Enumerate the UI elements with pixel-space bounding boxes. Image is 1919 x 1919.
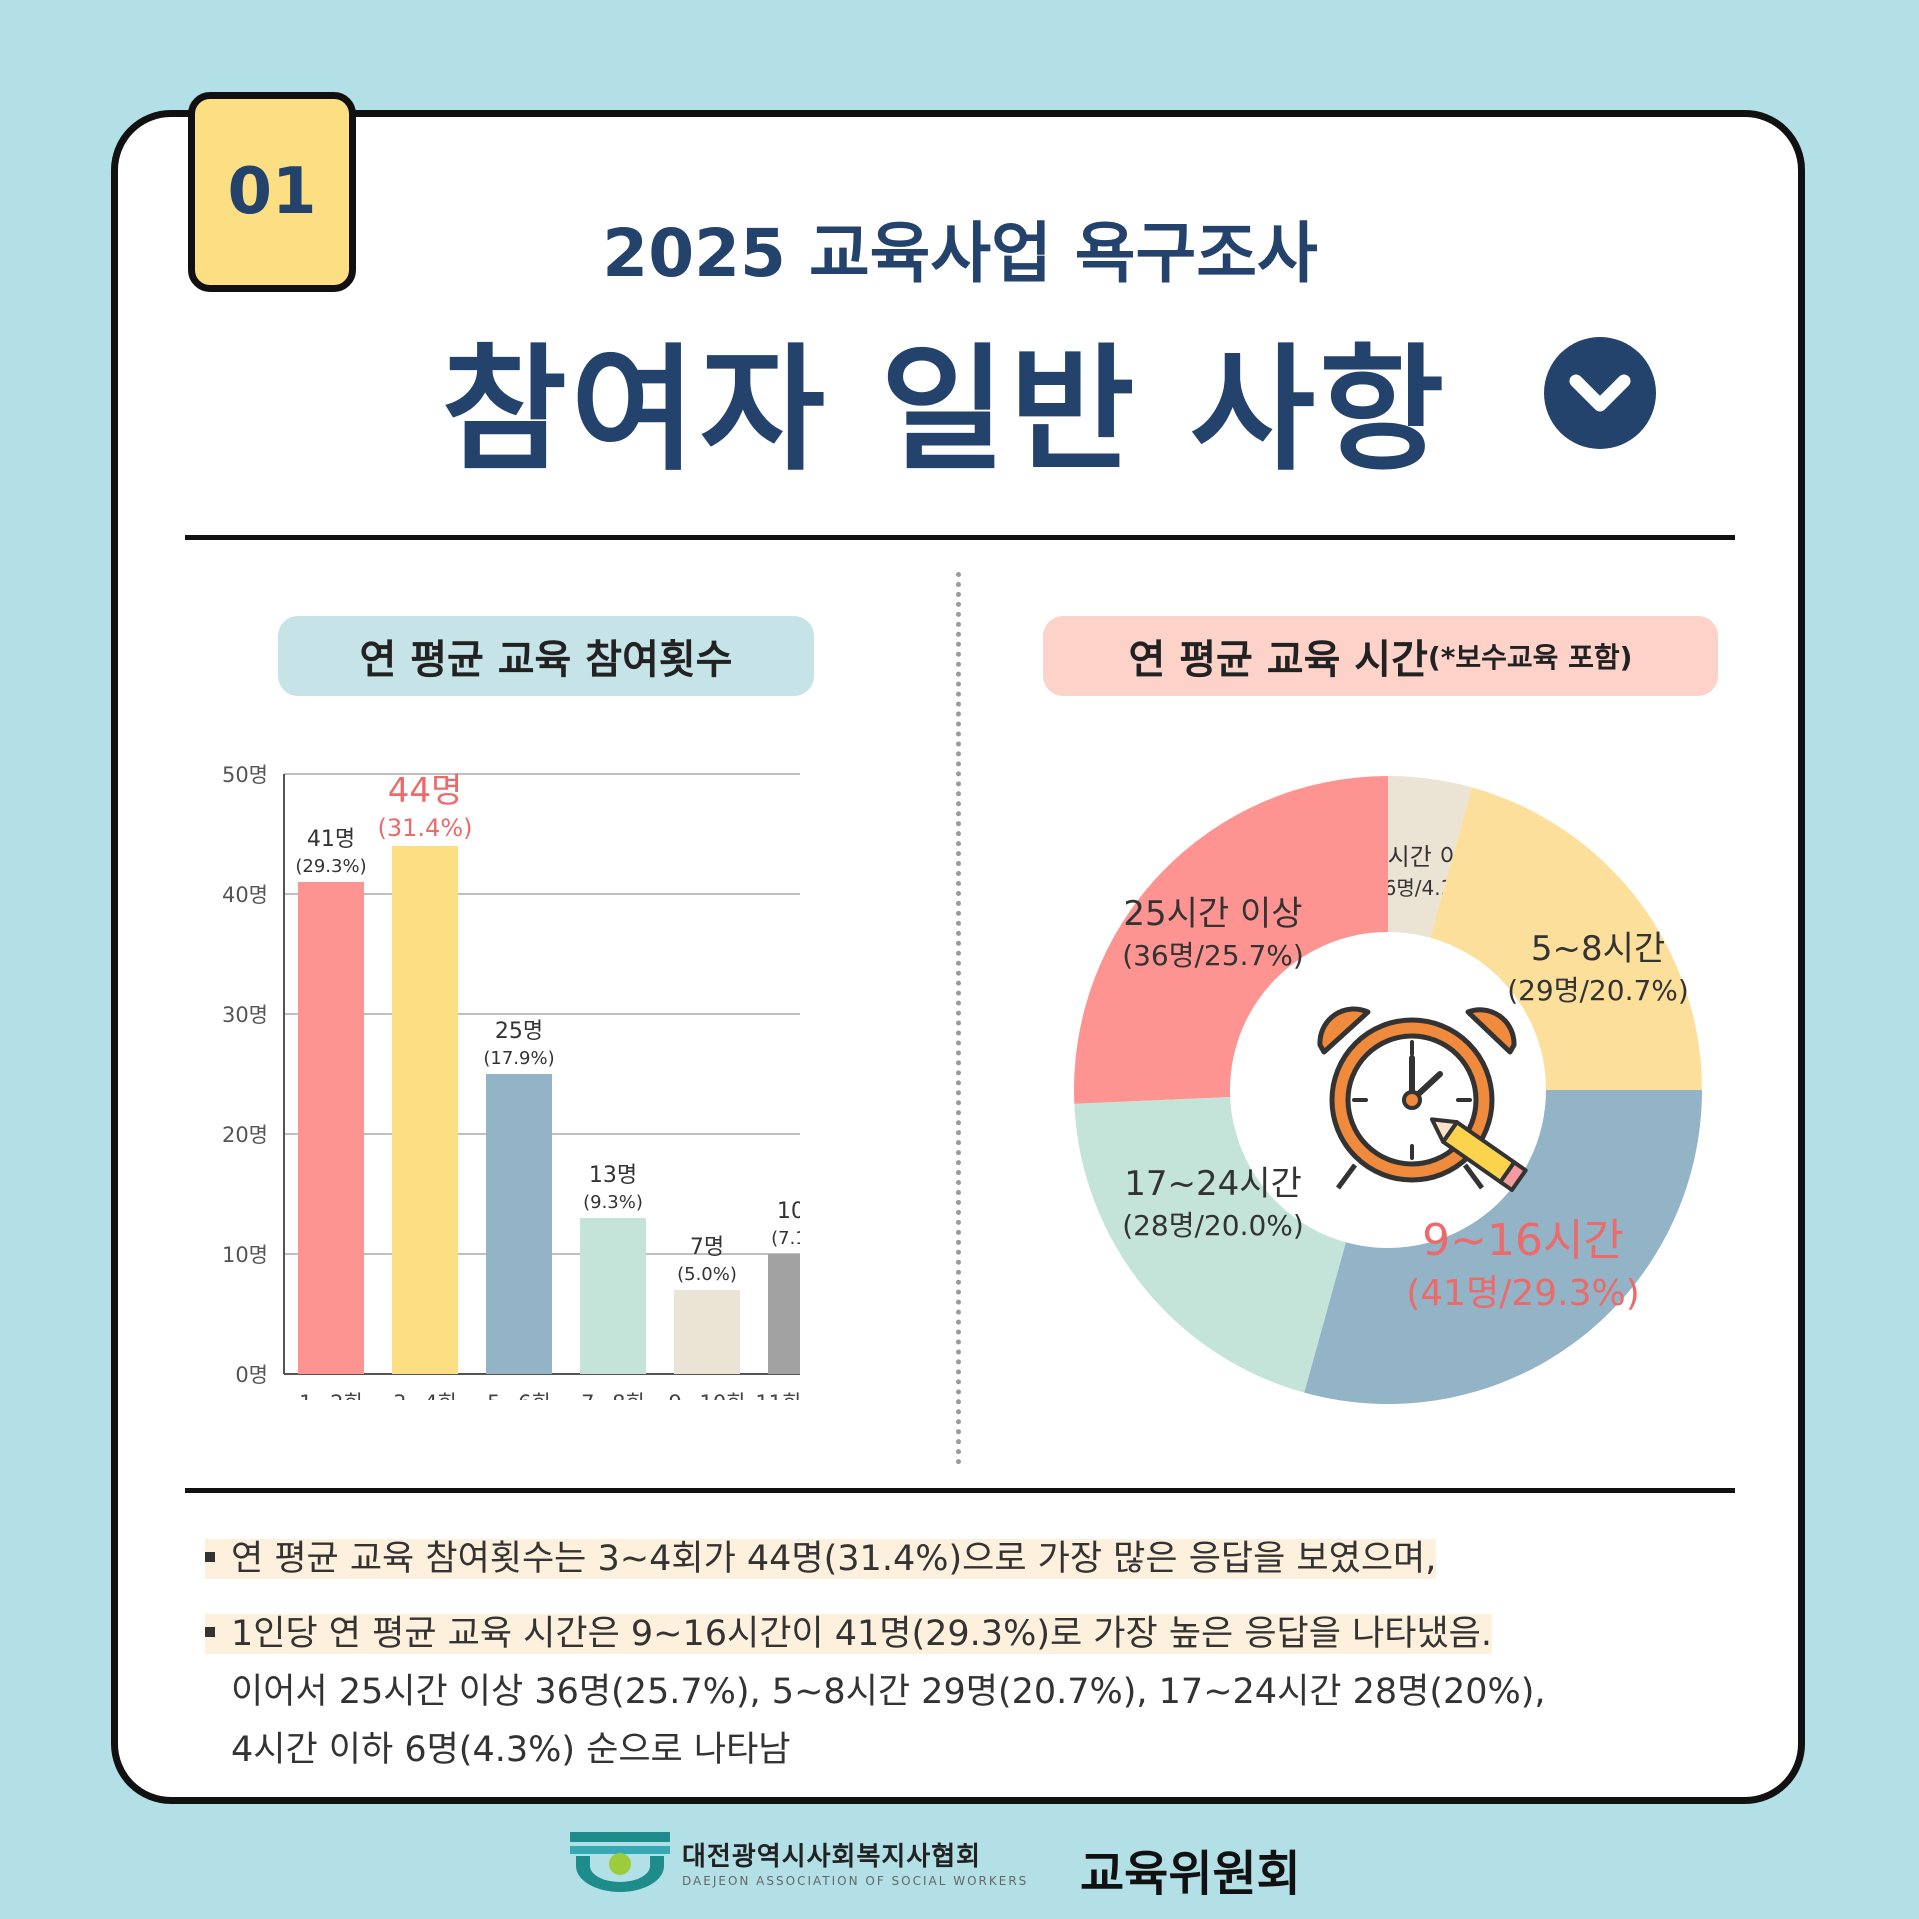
- association-logo-icon: [570, 1832, 670, 1892]
- bottom-divider: [185, 1488, 1735, 1493]
- bar: [580, 1218, 646, 1374]
- bar-percent-label: (9.3%): [583, 1192, 643, 1213]
- slice-detail-label: (41명/29.3%): [1406, 1273, 1640, 1314]
- bar-percent-label: (17.9%): [483, 1048, 554, 1069]
- bar: [768, 1254, 800, 1374]
- bar: [298, 882, 364, 1374]
- pie-chart: 4시간 이하(6명/4.3%)5~8시간(29명/20.7%)9~16시간(41…: [1074, 776, 1702, 1404]
- page-subtitle: 2025 교육사업 욕구조사: [602, 215, 1318, 292]
- x-tick-label: 1~2회: [299, 1391, 363, 1400]
- summary-note-3: 이어서 25시간 이상 36명(25.7%), 5~8시간 29명(20.7%)…: [231, 1672, 1546, 1712]
- summary-note-2: 1인당 연 평균 교육 시간은 9~16시간이 41명(29.3%)로 가장 높…: [205, 1605, 1493, 1663]
- bar-value-label: 25명: [495, 1019, 543, 1044]
- y-tick-label: 40명: [222, 883, 268, 907]
- x-tick-label: 9~10회: [669, 1391, 746, 1400]
- summary-note-1: 연 평균 교육 참여횟수는 3~4회가 44명(31.4%)으로 가장 많은 응…: [205, 1530, 1437, 1588]
- donut-slice: [1430, 787, 1702, 1090]
- bar-chart-title: 연 평균 교육 참여횟수: [278, 616, 814, 696]
- chevron-down-icon[interactable]: [1544, 337, 1656, 449]
- y-tick-label: 0명: [235, 1363, 268, 1387]
- slice-detail-label: (29명/20.7%): [1507, 974, 1689, 1007]
- page-title: 참여자 일반 사항: [441, 332, 1449, 490]
- x-tick-label: 3~4회: [393, 1391, 457, 1400]
- bar-percent-label: (7.1%): [771, 1228, 800, 1249]
- bar-value-label: 44명: [388, 771, 463, 811]
- slice-label: 9~16시간: [1422, 1215, 1624, 1266]
- slice-label: 17~24시간: [1124, 1164, 1302, 1204]
- donut-slice: [1388, 776, 1472, 938]
- donut-slice: [1074, 776, 1388, 1104]
- footer: 대전광역시사회복지사협회 DAEJEON ASSOCIATION OF SOCI…: [570, 1830, 1330, 1902]
- slice-detail-label: (28명/20.0%): [1122, 1209, 1304, 1242]
- committee-name: 교육위원회: [1080, 1846, 1301, 1902]
- bar-percent-label: (31.4%): [378, 814, 473, 842]
- y-tick-label: 10명: [222, 1243, 268, 1267]
- alarm-clock-icon: [1317, 1006, 1528, 1193]
- bar: [486, 1074, 552, 1374]
- donut-slice: [1074, 1096, 1346, 1393]
- slice-detail-label: (36명/25.7%): [1122, 939, 1304, 972]
- x-tick-label: 5~6회: [487, 1391, 551, 1400]
- bar-chart: 0명 10명 20명 30명 40명 50명 41명 (29.3%) 1~2회 44명 (31.4%…: [222, 763, 800, 1400]
- bar-value-label: 13명: [589, 1163, 637, 1188]
- bar-percent-label: (5.0%): [677, 1264, 737, 1285]
- association-name: 대전광역시사회복지사협회: [682, 1842, 982, 1872]
- summary-note-4: 4시간 이하 6명(4.3%) 순으로 나타남: [231, 1730, 791, 1770]
- y-tick-label: 30명: [222, 1003, 268, 1027]
- x-tick-label: 11회 이상: [755, 1391, 800, 1400]
- bar-value-label: 41명: [307, 827, 355, 852]
- association-name-en: DAEJEON ASSOCIATION OF SOCIAL WORKERS: [682, 1874, 1029, 1888]
- section-number-badge: 01: [188, 92, 356, 292]
- slice-label: 25시간 이상: [1123, 894, 1302, 934]
- x-tick-label: 7~8회: [581, 1391, 645, 1400]
- donut-slice: [1304, 1090, 1702, 1404]
- y-tick-label: 20명: [222, 1123, 268, 1147]
- y-tick-label: 50명: [222, 763, 268, 787]
- bar: [392, 846, 458, 1374]
- bar-percent-label: (29.3%): [295, 856, 366, 877]
- bar: [674, 1290, 740, 1374]
- center-divider: [956, 572, 961, 1465]
- bar-value-label: 7명: [690, 1235, 724, 1260]
- bar-value-label: 10명: [777, 1199, 800, 1224]
- top-divider: [185, 535, 1735, 540]
- pie-chart-title: 연 평균 교육 시간 (*보수교육 포함): [1043, 616, 1718, 696]
- slice-label: 5~8시간: [1531, 929, 1665, 969]
